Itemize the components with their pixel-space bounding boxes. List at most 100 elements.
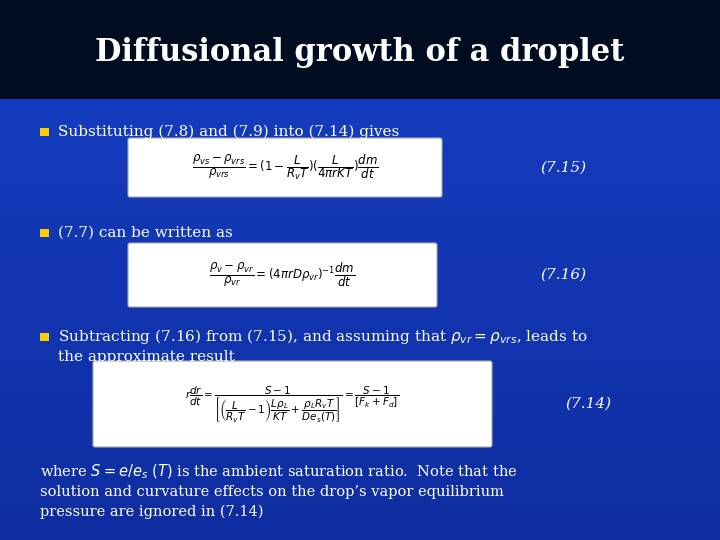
Bar xyxy=(0,491,720,494)
Bar xyxy=(0,427,720,430)
Bar xyxy=(0,242,720,245)
Text: solution and curvature effects on the drop’s vapor equilibrium: solution and curvature effects on the dr… xyxy=(40,485,504,499)
FancyBboxPatch shape xyxy=(128,138,442,197)
Bar xyxy=(0,163,720,166)
Bar xyxy=(0,497,720,501)
Bar xyxy=(0,222,720,225)
Bar xyxy=(40,229,49,237)
FancyBboxPatch shape xyxy=(93,361,492,447)
Bar xyxy=(0,512,720,516)
Bar xyxy=(0,266,720,269)
Bar xyxy=(0,508,720,511)
Bar xyxy=(0,400,720,403)
Bar xyxy=(0,127,720,131)
Bar xyxy=(0,154,720,157)
Bar xyxy=(0,251,720,254)
Bar xyxy=(0,457,720,461)
Bar xyxy=(0,165,720,168)
Bar xyxy=(0,288,720,292)
Bar xyxy=(0,451,720,454)
Bar xyxy=(0,396,720,399)
Bar xyxy=(0,504,720,507)
Bar xyxy=(0,530,720,534)
Bar xyxy=(0,517,720,520)
Bar xyxy=(0,273,720,276)
Bar xyxy=(0,326,720,329)
Bar xyxy=(0,240,720,243)
Bar xyxy=(0,420,720,423)
Bar xyxy=(0,211,720,214)
Bar xyxy=(0,262,720,265)
Bar xyxy=(0,297,720,300)
Bar xyxy=(0,467,720,470)
Bar xyxy=(0,462,720,465)
Bar xyxy=(0,260,720,263)
Text: where $S = e/e_s$ $(T)$ is the ambient saturation ratio.  Note that the: where $S = e/e_s$ $(T)$ is the ambient s… xyxy=(40,463,518,481)
Bar xyxy=(0,301,720,305)
Bar xyxy=(0,277,720,280)
Bar xyxy=(0,196,720,199)
Bar xyxy=(0,356,720,360)
FancyBboxPatch shape xyxy=(128,243,437,307)
Bar xyxy=(0,341,720,344)
Bar xyxy=(0,106,720,109)
Bar xyxy=(0,469,720,472)
Bar xyxy=(0,473,720,476)
Text: (7.7) can be written as: (7.7) can be written as xyxy=(58,226,233,240)
Bar xyxy=(0,352,720,355)
Bar xyxy=(0,132,720,135)
Bar xyxy=(0,424,720,428)
Bar xyxy=(0,359,720,362)
Bar xyxy=(0,394,720,397)
Bar xyxy=(0,117,720,120)
Bar xyxy=(0,0,720,100)
Bar xyxy=(0,310,720,313)
Bar xyxy=(0,235,720,239)
Bar xyxy=(0,477,720,481)
Bar xyxy=(0,119,720,122)
Bar xyxy=(0,130,720,133)
Bar xyxy=(0,367,720,370)
Bar xyxy=(0,215,720,219)
Bar xyxy=(0,255,720,259)
Text: $\dfrac{\rho_{vs} - \rho_{vrs}}{\rho_{vrs}} = (1 - \dfrac{L}{R_v T})(\dfrac{L}{4: $\dfrac{\rho_{vs} - \rho_{vrs}}{\rho_{vr… xyxy=(192,153,378,182)
Bar xyxy=(0,506,720,509)
Bar xyxy=(0,225,720,227)
Bar xyxy=(0,488,720,491)
Bar xyxy=(0,379,720,382)
Bar xyxy=(0,229,720,232)
Bar xyxy=(0,187,720,190)
Bar xyxy=(0,183,720,186)
Bar xyxy=(0,440,720,443)
Bar xyxy=(0,143,720,146)
Bar xyxy=(0,434,720,437)
Bar xyxy=(0,535,720,538)
Bar xyxy=(0,431,720,434)
Bar xyxy=(0,233,720,237)
Bar xyxy=(0,275,720,278)
Bar xyxy=(0,343,720,346)
Bar xyxy=(0,365,720,368)
Text: the approximate result: the approximate result xyxy=(58,350,235,364)
Bar xyxy=(0,231,720,234)
Bar xyxy=(0,482,720,485)
Bar xyxy=(0,209,720,212)
Bar xyxy=(0,350,720,353)
Bar xyxy=(0,202,720,206)
Bar xyxy=(0,475,720,478)
Bar xyxy=(0,207,720,210)
Bar xyxy=(0,108,720,111)
Bar xyxy=(0,147,720,151)
Bar xyxy=(0,218,720,221)
Bar xyxy=(40,333,49,341)
Bar xyxy=(0,101,720,104)
Bar xyxy=(0,480,720,483)
Bar xyxy=(0,176,720,179)
Bar xyxy=(0,121,720,124)
Bar xyxy=(0,383,720,386)
Bar xyxy=(0,110,720,113)
Bar xyxy=(0,453,720,456)
Bar xyxy=(0,317,720,320)
Bar xyxy=(0,284,720,287)
Bar xyxy=(0,268,720,272)
